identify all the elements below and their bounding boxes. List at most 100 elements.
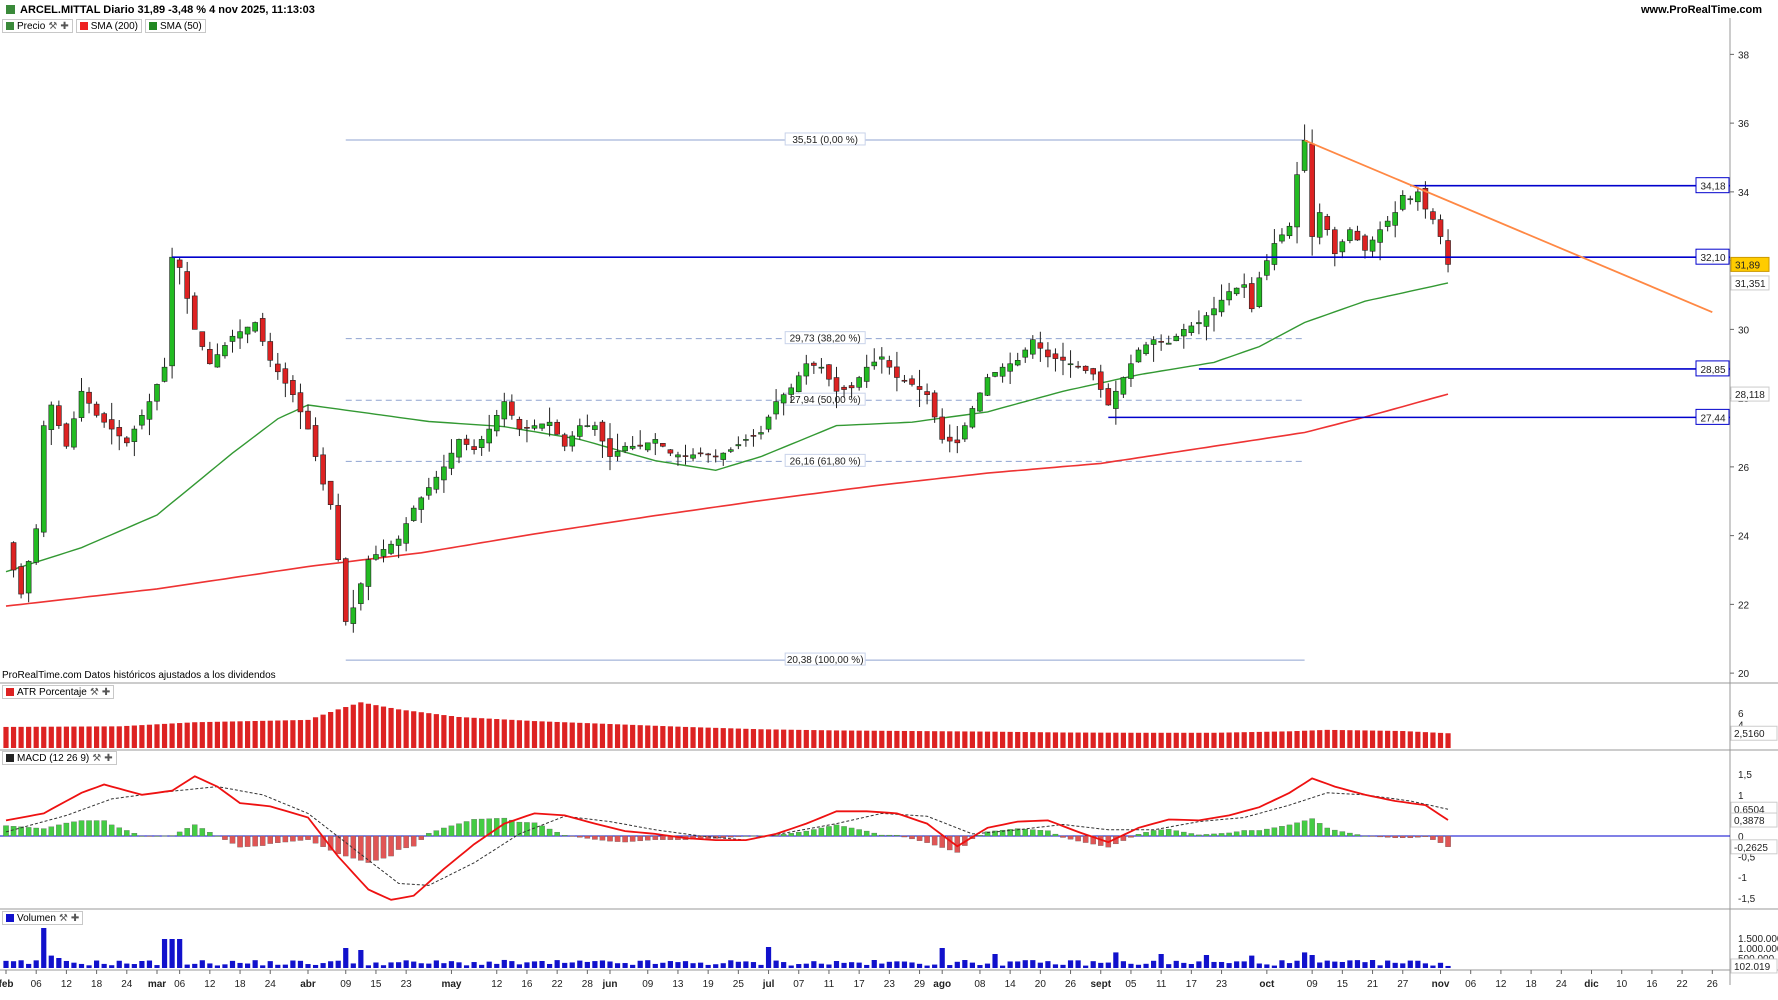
atr-bar bbox=[1294, 731, 1300, 748]
candle-body bbox=[931, 392, 938, 418]
candle-body bbox=[425, 487, 432, 496]
atr-bar bbox=[962, 731, 968, 748]
candle-body bbox=[93, 403, 100, 416]
volume-bar bbox=[811, 961, 817, 968]
candle-body bbox=[471, 446, 477, 450]
legend-sma200[interactable]: SMA (200) bbox=[75, 19, 142, 33]
wrench-icon[interactable]: ⚒ bbox=[89, 686, 99, 698]
volume-bar bbox=[916, 963, 923, 968]
macd-histogram-bar bbox=[1014, 828, 1021, 837]
macd-histogram-bar bbox=[1339, 831, 1346, 837]
wrench-icon[interactable]: ⚒ bbox=[48, 20, 58, 32]
candle-body bbox=[1324, 216, 1331, 230]
x-axis-label: 05 bbox=[1125, 979, 1137, 990]
candle-body bbox=[999, 366, 1006, 377]
legend-macd[interactable]: MACD (12 26 9) ⚒ ✚ bbox=[2, 751, 117, 765]
candle-body bbox=[863, 366, 870, 382]
volume-bar bbox=[297, 960, 304, 968]
candle-body bbox=[894, 366, 900, 378]
candle-body bbox=[720, 452, 727, 460]
atr-bar bbox=[418, 712, 424, 748]
volume-bar bbox=[1249, 955, 1255, 968]
macd-histogram-bar bbox=[788, 833, 794, 837]
candle-body bbox=[501, 401, 508, 420]
atr-bar bbox=[909, 731, 915, 748]
atr-bar bbox=[18, 726, 24, 748]
macd-histogram-bar bbox=[63, 822, 70, 837]
legend-volume[interactable]: Volumen ⚒ ✚ bbox=[2, 911, 84, 925]
volume-bar bbox=[879, 963, 885, 968]
volume-bar bbox=[237, 962, 243, 968]
macd-histogram-bar bbox=[999, 829, 1006, 837]
legend-sma50[interactable]: SMA (50) bbox=[144, 19, 206, 33]
macd-histogram-bar bbox=[833, 824, 840, 837]
atr-bar bbox=[637, 725, 643, 748]
candle-body bbox=[773, 401, 779, 415]
macd-histogram-bar bbox=[546, 828, 553, 837]
candle-body bbox=[124, 437, 130, 444]
macd-histogram-bar bbox=[335, 835, 341, 855]
atr-bar bbox=[282, 720, 288, 748]
atr-bar bbox=[796, 729, 802, 748]
macd-histogram-bar bbox=[637, 835, 643, 842]
volume-bar bbox=[1430, 965, 1436, 968]
sma200-swatch-icon bbox=[79, 22, 88, 30]
volume-bar bbox=[1392, 962, 1398, 968]
candle-body bbox=[516, 418, 523, 430]
macd-histogram-bar bbox=[1218, 833, 1225, 837]
macd-histogram-bar bbox=[1316, 823, 1323, 837]
candle-body bbox=[1022, 349, 1029, 358]
atr-bar bbox=[335, 709, 341, 748]
atr-bar bbox=[916, 731, 923, 748]
volume-bar bbox=[781, 962, 787, 968]
macd-histogram-bar bbox=[1037, 830, 1044, 837]
macd-histogram-bar bbox=[1392, 835, 1398, 839]
macd-histogram-bar bbox=[886, 834, 893, 837]
candle-body bbox=[297, 392, 304, 413]
legend-price[interactable]: Precio ⚒ ✚ bbox=[2, 19, 73, 33]
candle-body bbox=[765, 416, 772, 430]
add-icon[interactable]: ✚ bbox=[104, 752, 113, 764]
volume-bar bbox=[1143, 963, 1149, 968]
x-axis-label: 26 bbox=[1065, 979, 1077, 990]
add-icon[interactable]: ✚ bbox=[60, 20, 69, 32]
macd-histogram-bar bbox=[131, 833, 138, 837]
fibonacci-label: 20,38 (100,00 %) bbox=[787, 655, 864, 666]
wrench-icon[interactable]: ⚒ bbox=[92, 752, 102, 764]
candle-body bbox=[176, 259, 183, 268]
candle-body bbox=[486, 428, 493, 444]
atr-bar bbox=[380, 706, 387, 748]
candle-body bbox=[977, 392, 983, 412]
volume-bar bbox=[720, 963, 726, 968]
volume-bar bbox=[1226, 963, 1232, 968]
macd-histogram-bar bbox=[1165, 829, 1172, 837]
atr-bar bbox=[403, 710, 409, 748]
macd-histogram-bar bbox=[1347, 832, 1353, 837]
candle-body bbox=[780, 394, 787, 404]
atr-bar bbox=[630, 724, 636, 748]
atr-bar bbox=[743, 728, 749, 748]
atr-bar bbox=[1015, 731, 1021, 748]
add-icon[interactable]: ✚ bbox=[70, 912, 80, 924]
macd-histogram-bar bbox=[901, 835, 908, 838]
macd-histogram-bar bbox=[728, 835, 734, 838]
macd-histogram-bar bbox=[1362, 835, 1368, 837]
legend-atr[interactable]: ATR Porcentaje ⚒ ✚ bbox=[2, 685, 115, 699]
wrench-icon[interactable]: ⚒ bbox=[58, 912, 68, 924]
atr-bar bbox=[448, 716, 455, 748]
volume-bar bbox=[184, 964, 190, 968]
volume-bar bbox=[977, 965, 983, 968]
add-icon[interactable]: ✚ bbox=[101, 686, 111, 698]
candle-body bbox=[433, 476, 440, 490]
macd-histogram-bar bbox=[607, 835, 613, 842]
candle-body bbox=[1271, 243, 1278, 265]
atr-bar bbox=[237, 721, 243, 748]
candle-body bbox=[1014, 360, 1021, 366]
candle-body bbox=[1422, 188, 1429, 210]
candle-body bbox=[1007, 363, 1013, 372]
volume-bar bbox=[1271, 965, 1277, 968]
volume-bar bbox=[328, 961, 334, 968]
site-url[interactable]: www.ProRealTime.com bbox=[1640, 4, 1762, 16]
atr-bar bbox=[1196, 732, 1202, 748]
